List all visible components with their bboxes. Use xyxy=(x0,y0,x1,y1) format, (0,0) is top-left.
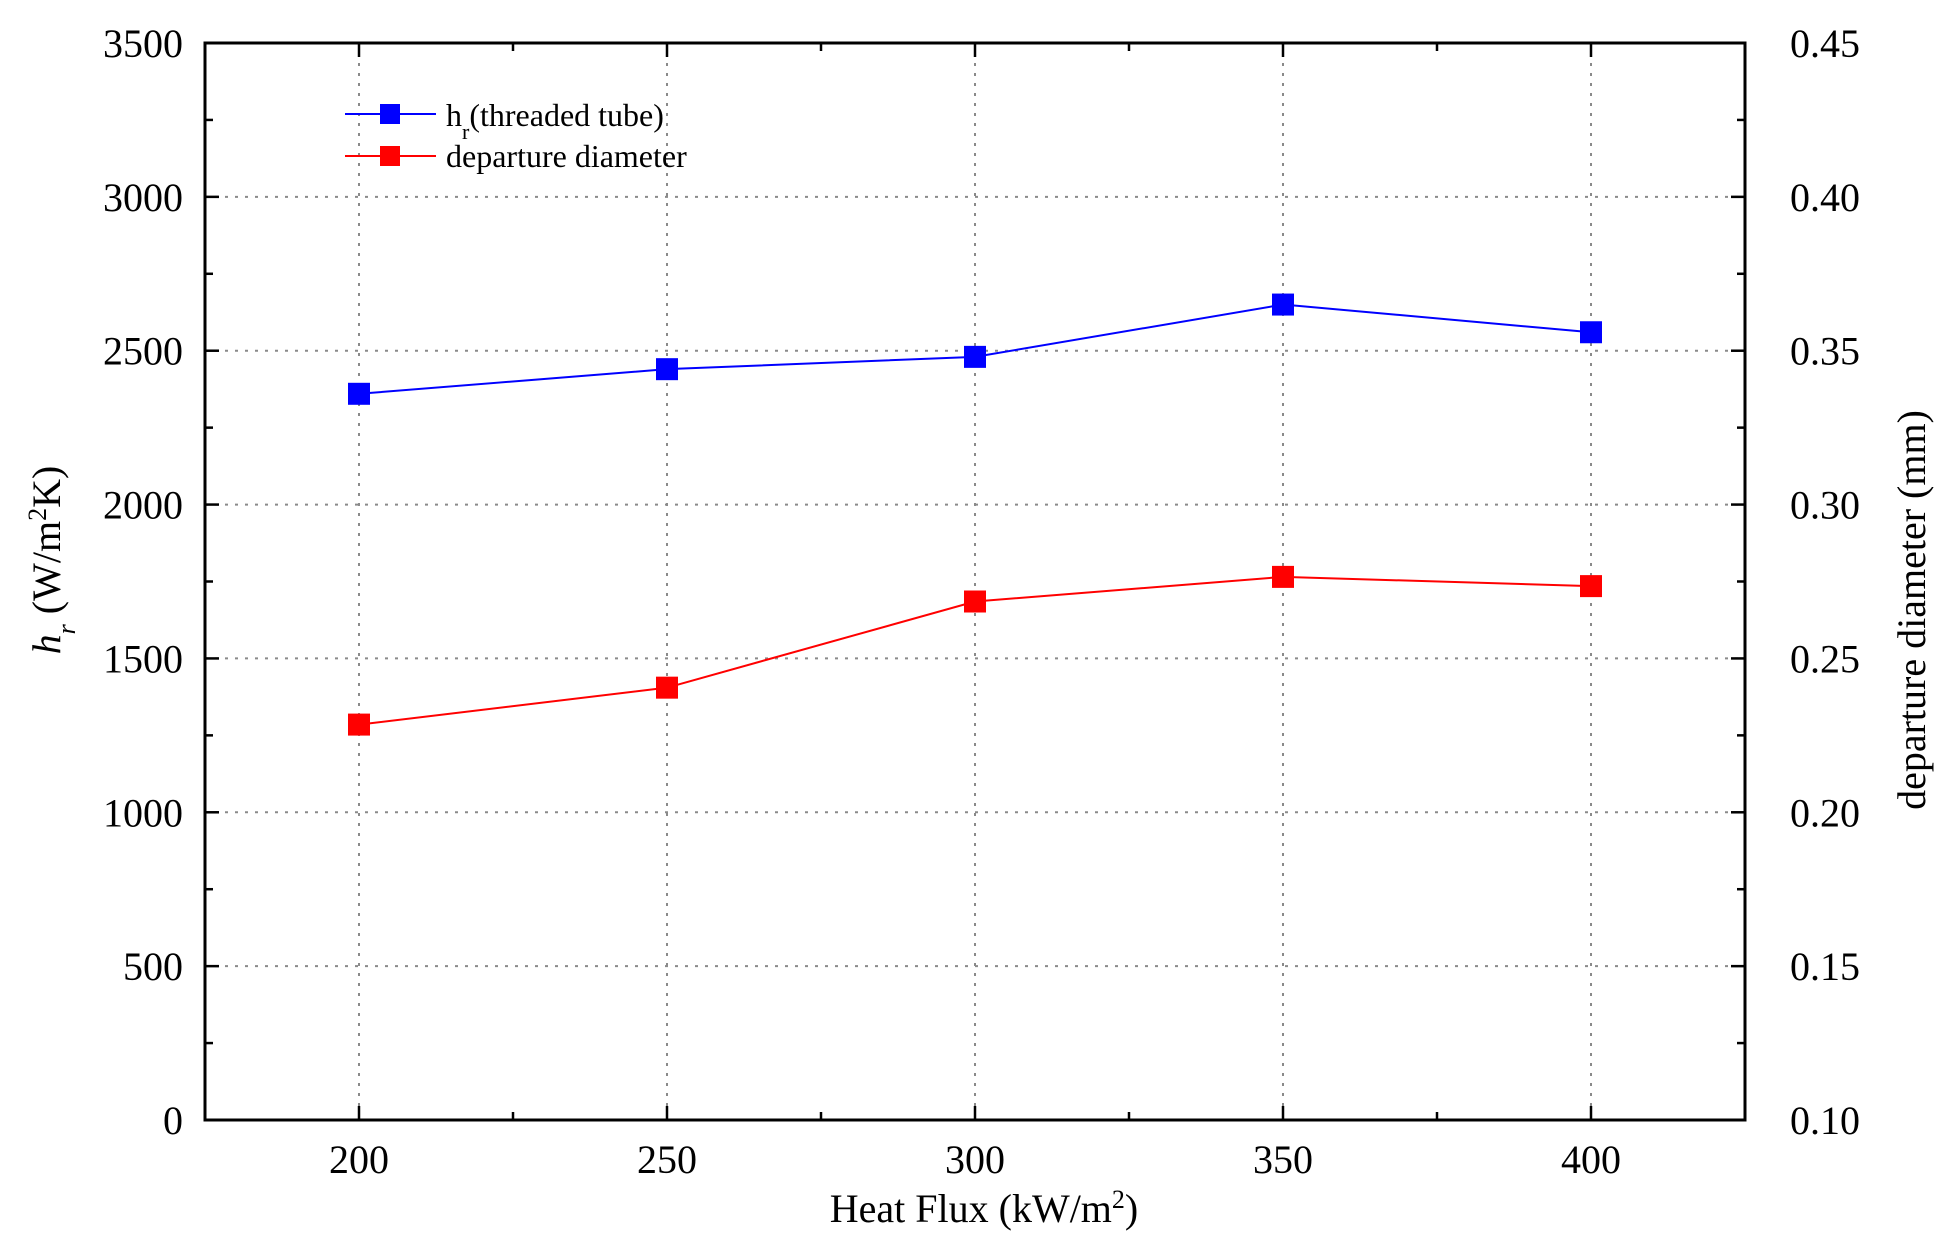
y2-tick-label: 0.30 xyxy=(1790,483,1860,528)
x-tick-label: 350 xyxy=(1253,1137,1313,1182)
y-tick-label: 3000 xyxy=(103,175,183,220)
x-axis-title-end: ) xyxy=(1125,1186,1138,1231)
y-tick-label: 2500 xyxy=(103,329,183,374)
y-tick-label: 1000 xyxy=(103,790,183,835)
ticks: 200 250 300 350 400 0 500 1000 1500 2000 2500 3000 3… xyxy=(103,21,1860,1182)
data-point-series-1 xyxy=(1272,565,1294,588)
x-axis-title: Heat Flux (kW/m2) xyxy=(830,1185,1139,1232)
data-point-series-1 xyxy=(964,590,986,613)
x-axis-title-text: Heat Flux (kW/m xyxy=(830,1186,1112,1231)
y2-tick-label: 0.10 xyxy=(1790,1098,1860,1143)
legend-label-departure: departure diameter xyxy=(446,138,687,174)
grid-lines xyxy=(205,43,1745,1120)
y2-axis-title: departure diameter (mm) xyxy=(1889,410,1934,810)
data-point-series-0 xyxy=(964,345,986,368)
legend-label-hr-rest: (threaded tube) xyxy=(469,97,664,133)
y2-tick-label: 0.45 xyxy=(1790,21,1860,66)
x-axis-title-sup: 2 xyxy=(1112,1185,1125,1214)
y-tick-label: 2000 xyxy=(103,483,183,528)
y-tick-label: 500 xyxy=(123,944,183,989)
x-tick-label: 200 xyxy=(329,1137,389,1182)
y-tick-label: 1500 xyxy=(103,636,183,681)
legend-label-hr-sub: r xyxy=(462,119,470,144)
legend-label-hr-main: h xyxy=(446,97,462,133)
data-point-series-0 xyxy=(656,358,678,381)
data-point-series-0 xyxy=(348,382,370,405)
y-axis-title-unit: (W/m xyxy=(24,521,69,624)
data-point-series-0 xyxy=(1580,321,1602,344)
x-tick-label: 400 xyxy=(1561,1137,1621,1182)
data-point-series-0 xyxy=(1272,293,1294,316)
legend: hr(threaded tube) departure diameter xyxy=(345,97,687,174)
y-axis-title-sub: r xyxy=(52,623,81,634)
y2-tick-label: 0.25 xyxy=(1790,636,1860,681)
y-tick-label: 0 xyxy=(163,1098,183,1143)
data-point-series-1 xyxy=(1580,575,1602,598)
y-tick-label: 3500 xyxy=(103,21,183,66)
x-tick-label: 250 xyxy=(637,1137,697,1182)
series-layer xyxy=(348,293,1602,736)
y-axis-title-end: K) xyxy=(24,466,69,508)
legend-label-hr: hr(threaded tube) xyxy=(446,97,664,144)
y-axis-title: hr (W/m2K) xyxy=(23,466,81,655)
y2-tick-label: 0.15 xyxy=(1790,944,1860,989)
y2-tick-label: 0.20 xyxy=(1790,790,1860,835)
data-point-series-1 xyxy=(656,676,678,699)
legend-marker-departure xyxy=(380,146,400,166)
y-axis-title-var: h xyxy=(24,634,69,654)
x-tick-label: 300 xyxy=(945,1137,1005,1182)
y-axis-title-sup: 2 xyxy=(23,508,52,521)
y2-tick-label: 0.35 xyxy=(1790,329,1860,374)
legend-marker-hr xyxy=(380,104,400,124)
y2-tick-label: 0.40 xyxy=(1790,175,1860,220)
data-point-series-1 xyxy=(348,713,370,736)
